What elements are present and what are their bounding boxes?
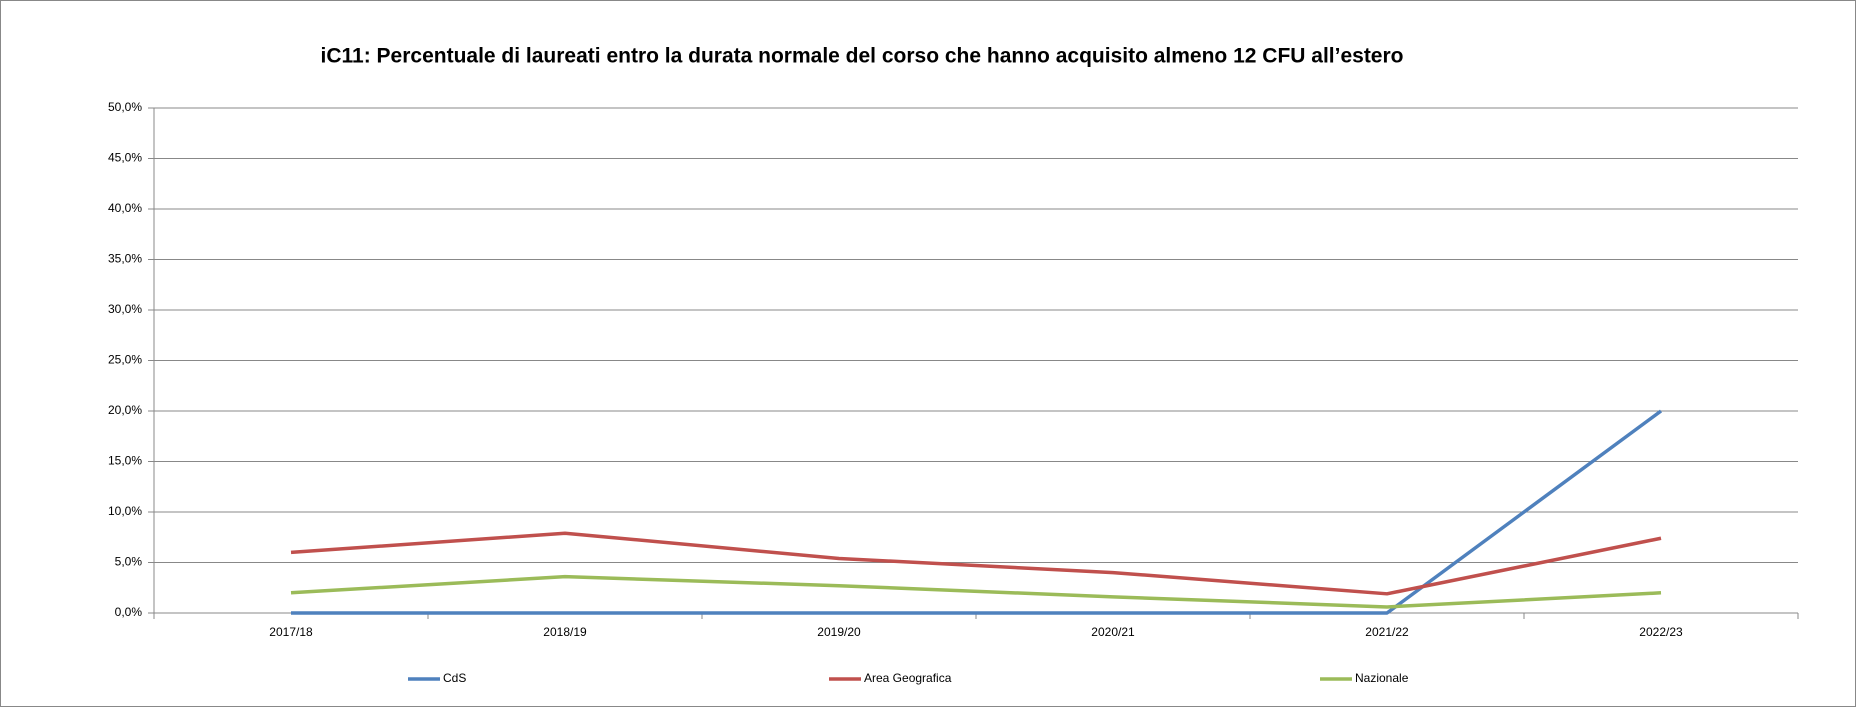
chart-title: iC11: Percentuale di laureati entro la d… [321, 45, 1404, 68]
legend-label: Area Geografica [864, 671, 952, 685]
series-line [291, 409, 1663, 615]
x-tick-label: 2021/22 [1365, 625, 1409, 639]
x-tick-label: 2017/18 [269, 625, 313, 639]
y-tick-label: 20,0% [108, 403, 142, 417]
y-tick-label: 10,0% [108, 504, 142, 518]
y-tick-label: 0,0% [115, 605, 143, 619]
y-tick-label: 15,0% [108, 454, 142, 468]
x-tick-label: 2018/19 [543, 625, 587, 639]
x-tick-label: 2019/20 [817, 625, 861, 639]
series-line [290, 574, 1662, 609]
y-tick-label: 50,0% [108, 100, 142, 114]
y-tick-label: 30,0% [108, 302, 142, 316]
y-tick-label: 5,0% [115, 555, 143, 569]
y-tick-label: 45,0% [108, 151, 142, 165]
legend-label: Nazionale [1355, 671, 1409, 685]
series-line [290, 531, 1662, 596]
legend-label: CdS [443, 671, 466, 685]
y-tick-label: 35,0% [108, 252, 142, 266]
y-tick-label: 40,0% [108, 201, 142, 215]
x-tick-label: 2022/23 [1639, 625, 1683, 639]
x-tick-label: 2020/21 [1091, 625, 1135, 639]
y-tick-label: 25,0% [108, 353, 142, 367]
